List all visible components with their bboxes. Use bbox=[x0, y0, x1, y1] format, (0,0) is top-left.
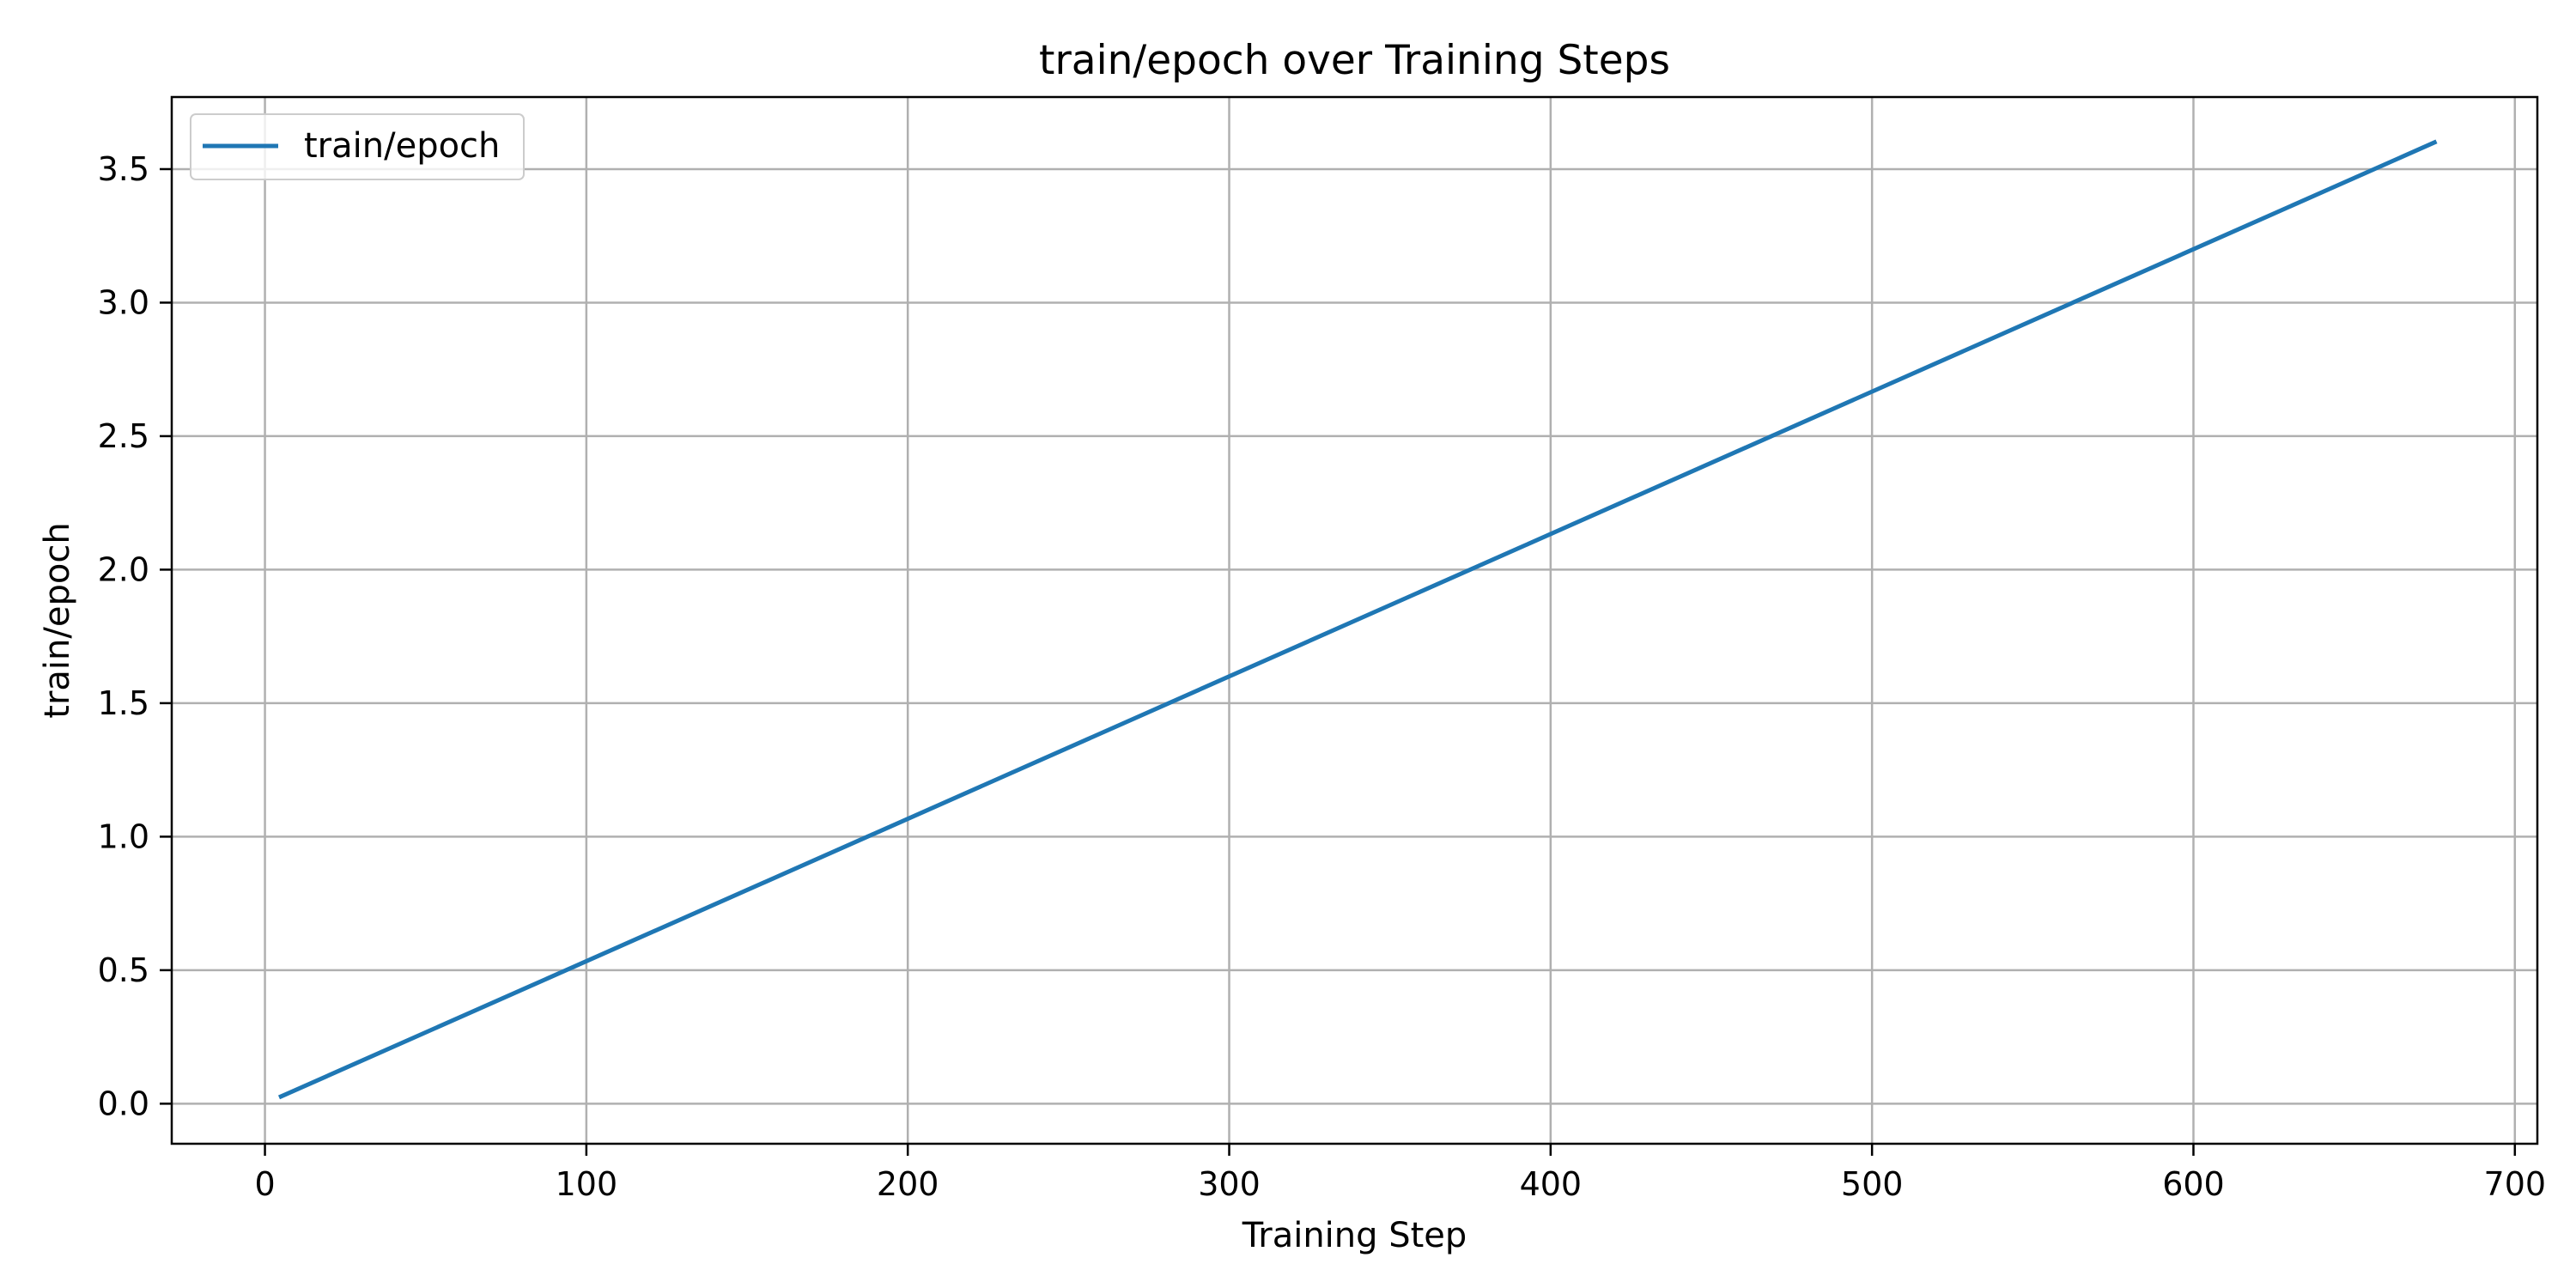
x-tick-label: 600 bbox=[2162, 1165, 2225, 1203]
x-tick-label: 200 bbox=[877, 1165, 939, 1203]
x-axis: 0 100 200 300 400 500 600 700 bbox=[254, 1144, 2546, 1203]
chart-title: train/epoch over Training Steps bbox=[1039, 37, 1670, 84]
legend-label: train/epoch bbox=[304, 126, 500, 166]
plot-frame bbox=[170, 95, 2539, 1145]
y-axis: 0.0 0.5 1.0 1.5 2.0 2.5 3.0 3.5 bbox=[98, 150, 172, 1122]
grid bbox=[172, 97, 2537, 1144]
x-tick-label: 700 bbox=[2484, 1165, 2547, 1203]
x-tick-label: 0 bbox=[254, 1165, 275, 1203]
y-tick-label: 1.0 bbox=[98, 817, 149, 855]
x-tick-label: 300 bbox=[1198, 1165, 1261, 1203]
legend-box bbox=[190, 113, 525, 180]
y-tick-label: 0.0 bbox=[98, 1084, 149, 1122]
y-tick-label: 3.0 bbox=[98, 283, 149, 321]
y-tick-label: 3.5 bbox=[98, 150, 149, 188]
series-line bbox=[277, 139, 2438, 1100]
y-tick-label: 0.5 bbox=[98, 951, 149, 989]
legend: train/epoch bbox=[190, 113, 525, 180]
x-tick-label: 400 bbox=[1520, 1165, 1583, 1203]
series-layer bbox=[277, 139, 2438, 1100]
y-axis-label: train/epoch bbox=[38, 522, 77, 718]
x-tick-label: 500 bbox=[1841, 1165, 1904, 1203]
x-tick-label: 100 bbox=[556, 1165, 618, 1203]
x-axis-label: Training Step bbox=[1242, 1216, 1467, 1255]
y-tick-label: 1.5 bbox=[98, 684, 149, 722]
y-tick-label: 2.5 bbox=[98, 417, 149, 455]
y-tick-label: 2.0 bbox=[98, 550, 149, 588]
